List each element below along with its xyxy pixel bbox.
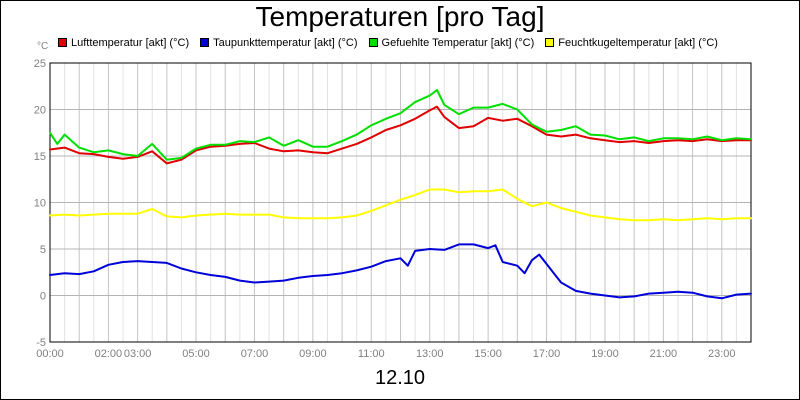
legend-item-1: Taupunkttemperatur [akt] (°C) bbox=[200, 37, 358, 49]
x-tick-label: 23:00 bbox=[708, 348, 736, 360]
legend-item-0: Lufttemperatur [akt] (°C) bbox=[58, 37, 189, 49]
legend-label: Lufttemperatur [akt] (°C) bbox=[71, 37, 190, 49]
x-tick-label: 19:00 bbox=[591, 348, 619, 360]
legend-item-2: Gefuehlte Temperatur [akt] (°C) bbox=[368, 37, 535, 49]
x-tick-label: 02:00 bbox=[95, 348, 123, 360]
series-line-3 bbox=[49, 188, 752, 222]
legend-swatch bbox=[545, 38, 555, 47]
y-tick-label: 15 bbox=[34, 151, 46, 163]
y-tick-label: 0 bbox=[40, 291, 46, 303]
chart-title: Temperaturen [pro Tag] bbox=[255, 1, 545, 32]
y-tick-label: 5 bbox=[40, 244, 46, 256]
x-tick-label: 13:00 bbox=[416, 348, 444, 360]
legend-swatch bbox=[200, 38, 210, 47]
chart-legend: Lufttemperatur [akt] (°C) Taupunkttempera… bbox=[58, 37, 729, 51]
legend-swatch bbox=[368, 38, 378, 47]
series-line-1 bbox=[49, 243, 752, 300]
x-tick-label: 09:00 bbox=[299, 348, 327, 360]
y-axis-unit: °C bbox=[37, 41, 49, 52]
x-tick-label: 15:00 bbox=[474, 348, 502, 360]
legend-label: Taupunkttemperatur [akt] (°C) bbox=[213, 37, 358, 49]
y-tick-label: 10 bbox=[34, 198, 46, 210]
series-line-0 bbox=[49, 105, 752, 165]
y-tick-label: -5 bbox=[36, 337, 46, 349]
x-axis-label: 12.10 bbox=[374, 367, 426, 389]
series-line-2 bbox=[49, 89, 752, 161]
legend-label: Gefuehlte Temperatur [akt] (°C) bbox=[381, 37, 535, 49]
x-tick-label: 00:00 bbox=[36, 348, 64, 360]
x-tick-label: 07:00 bbox=[241, 348, 269, 360]
y-tick-label: 25 bbox=[34, 58, 46, 70]
x-tick-label: 11:00 bbox=[358, 348, 385, 360]
x-tick-label: 17:00 bbox=[533, 348, 561, 360]
plot-border bbox=[49, 62, 752, 343]
legend-label: Feuchtkugeltemperatur [akt] (°C) bbox=[558, 37, 718, 49]
x-tick-label: 03:00 bbox=[124, 348, 152, 360]
x-tick-label: 21:00 bbox=[650, 348, 678, 360]
x-tick-label: 05:00 bbox=[182, 348, 210, 360]
legend-swatch bbox=[58, 38, 67, 47]
y-tick-label: 20 bbox=[34, 105, 46, 117]
legend-item-3: Feuchtkugeltemperatur [akt] (°C) bbox=[545, 37, 718, 49]
